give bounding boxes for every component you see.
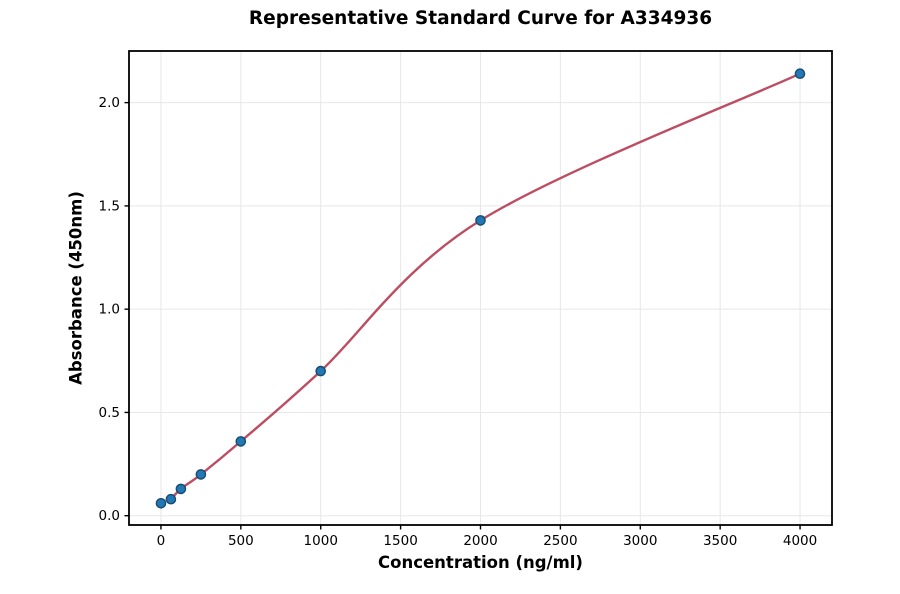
data-point (794, 68, 806, 79)
data-point (315, 365, 327, 377)
x-tick-label: 3500 (703, 533, 737, 549)
y-tick-label: 1.5 (99, 198, 120, 214)
x-tick-label: 1500 (383, 533, 417, 549)
data-point (155, 497, 167, 509)
x-tick-label: 0 (157, 533, 166, 549)
x-tick-label: 500 (228, 533, 254, 549)
y-tick-label: 1.0 (99, 302, 120, 318)
fit-curve (169, 72, 802, 501)
x-tick-label: 4000 (783, 533, 817, 549)
x-tick-label: 2500 (543, 533, 577, 549)
data-point (475, 215, 486, 226)
chart-title: Representative Standard Curve for A33493… (248, 8, 713, 29)
y-tick-label: 2.0 (99, 95, 120, 111)
y-tick-label: 0.0 (99, 508, 120, 524)
data-point (175, 483, 187, 495)
y-tick-label: 0.5 (99, 405, 120, 421)
y-axis-label: Absorbance (450nm) (66, 191, 86, 385)
x-tick-label: 3000 (623, 533, 657, 549)
x-tick-label: 1000 (304, 533, 338, 549)
data-point (235, 436, 247, 447)
x-axis-label: Concentration (ng/ml) (378, 553, 583, 572)
data-point (195, 469, 207, 480)
data-point (165, 493, 177, 505)
x-tick-label: 2000 (463, 533, 497, 549)
